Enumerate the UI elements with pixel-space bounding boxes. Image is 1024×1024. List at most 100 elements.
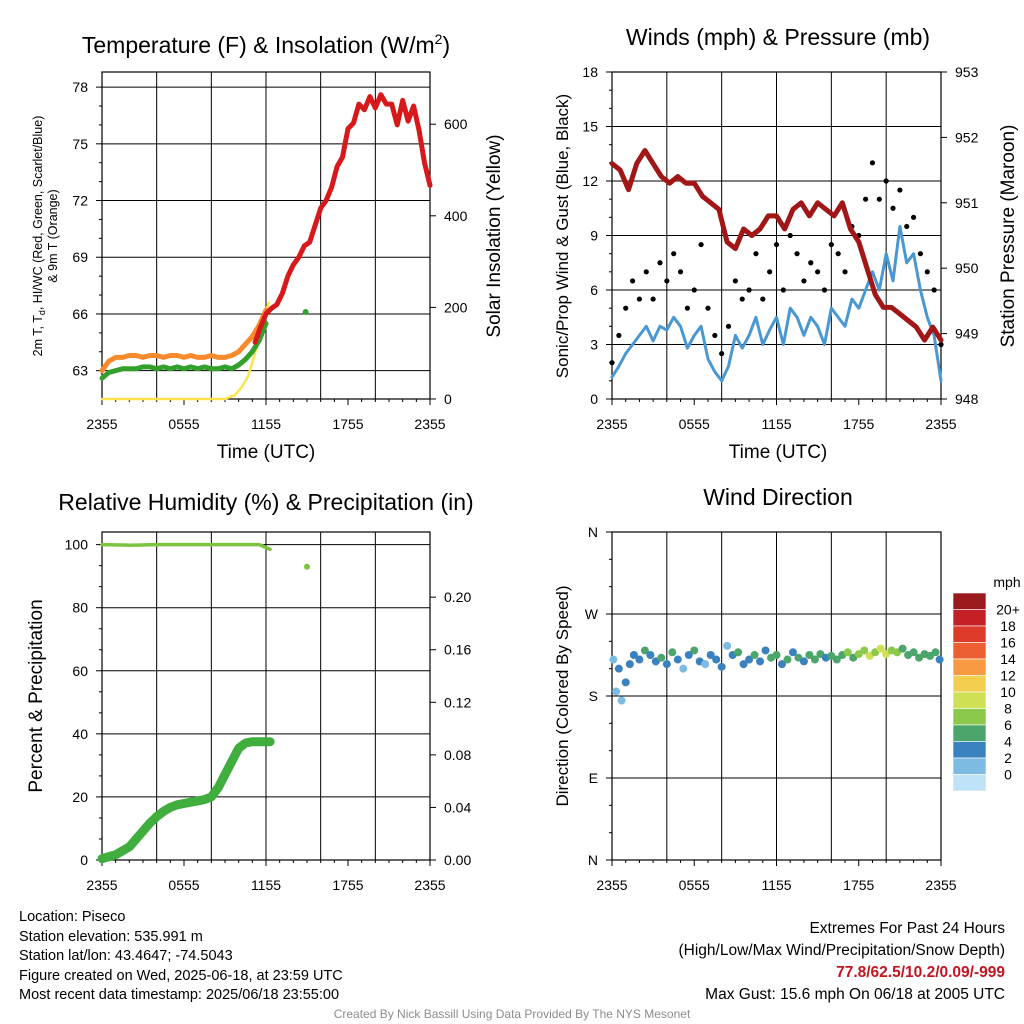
direction-point bbox=[690, 646, 699, 655]
winds-ytick-label: 12 bbox=[582, 173, 598, 189]
humidity-ytick-label: 40 bbox=[72, 726, 88, 742]
winds-xtick-label: 2355 bbox=[925, 416, 956, 432]
direction-point bbox=[684, 651, 693, 659]
winds-point-gust bbox=[705, 305, 711, 311]
direction-point bbox=[931, 648, 940, 657]
recent-text: Most recent data timestamp: 2025/06/18 2… bbox=[19, 987, 340, 1003]
direction-plot-frame bbox=[611, 531, 942, 861]
direction-ytick-label: S bbox=[589, 688, 598, 704]
winds-y2tick-label: 949 bbox=[955, 326, 979, 342]
winds-point-gust bbox=[643, 269, 649, 275]
direction-point bbox=[805, 651, 814, 659]
winds-point-gust bbox=[917, 251, 924, 257]
winds-point-gust bbox=[671, 251, 677, 257]
direction-point bbox=[662, 660, 671, 669]
winds-title: Winds (mph) & Pressure (mb) bbox=[626, 24, 930, 50]
direction-colorbar-swatch bbox=[952, 741, 987, 759]
winds-ytick-label: 18 bbox=[582, 64, 598, 80]
winds-point-gust bbox=[924, 269, 930, 275]
humidity-ytick-label: 100 bbox=[65, 537, 89, 553]
winds-point-gust bbox=[712, 332, 718, 339]
direction-colorbar-label: 2 bbox=[1004, 750, 1012, 766]
humidity-point-rh bbox=[304, 563, 310, 570]
winds-xtick-label: 2355 bbox=[596, 416, 627, 432]
humidity-plot-frame bbox=[101, 531, 431, 861]
winds-point-gust bbox=[629, 278, 636, 284]
winds-point-gust bbox=[821, 287, 828, 293]
extremes-title: Extremes For Past 24 Hours bbox=[809, 920, 1005, 937]
direction-point bbox=[635, 655, 644, 664]
direction-point bbox=[609, 655, 618, 664]
direction-point bbox=[750, 651, 759, 659]
direction-title: Wind Direction bbox=[703, 484, 853, 510]
created-text: Figure created on Wed, 2025-06-18, at 23… bbox=[19, 967, 343, 984]
humidity-y2tick-label: 0.08 bbox=[444, 747, 471, 763]
temperature-xtick-label: 2355 bbox=[414, 416, 445, 432]
winds-y2tick-label: 952 bbox=[955, 129, 979, 145]
winds-point-gust bbox=[650, 296, 656, 302]
direction-point bbox=[783, 655, 792, 664]
direction-xtick-label: 1755 bbox=[843, 877, 874, 893]
direction-point bbox=[614, 664, 623, 673]
direction-colorbar-swatch bbox=[952, 724, 987, 742]
direction-ytick-label: E bbox=[589, 770, 598, 786]
direction-point bbox=[673, 655, 682, 664]
direction-colorbar-label: 10 bbox=[1000, 684, 1016, 700]
direction-point bbox=[739, 660, 748, 669]
direction-xtick-label: 2355 bbox=[925, 877, 956, 893]
direction-point bbox=[745, 655, 754, 664]
winds-ytick-label: 9 bbox=[590, 228, 598, 244]
humidity-xtick-label: 0555 bbox=[168, 877, 199, 893]
winds-point-gust bbox=[767, 269, 773, 275]
humidity-title: Relative Humidity (%) & Precipitation (i… bbox=[58, 489, 473, 515]
winds-point-gust bbox=[842, 269, 848, 275]
direction-point bbox=[657, 653, 666, 662]
winds-ytick-label: 3 bbox=[590, 337, 598, 353]
winds-point-gust bbox=[904, 223, 910, 230]
humidity-y2tick-label: 0.16 bbox=[444, 642, 471, 658]
direction-point bbox=[898, 644, 907, 653]
winds-point-gust bbox=[739, 296, 745, 302]
winds-plot-frame bbox=[611, 71, 942, 400]
direction-ytick-label: N bbox=[588, 524, 598, 540]
winds-point-gust bbox=[883, 178, 889, 184]
temperature-ytick-label: 78 bbox=[72, 79, 88, 95]
temperature-y2tick-label: 0 bbox=[444, 391, 452, 407]
temperature-y2tick-label: 400 bbox=[444, 208, 468, 224]
temperature-ytick-label: 63 bbox=[72, 363, 88, 379]
temperature-xtick-label: 0555 bbox=[168, 416, 199, 432]
direction-colorbar-label: 18 bbox=[1000, 618, 1016, 634]
direction-point bbox=[723, 641, 732, 650]
temperature-xlabel: Time (UTC) bbox=[217, 442, 316, 463]
humidity-y2tick-label: 0.12 bbox=[444, 694, 471, 710]
direction-colorbar-label: 8 bbox=[1004, 701, 1012, 717]
temperature-series-t9m bbox=[99, 307, 269, 374]
winds-point-gust bbox=[684, 305, 690, 311]
winds-point-gust bbox=[616, 332, 622, 339]
direction-ytick-label: N bbox=[588, 852, 598, 868]
direction-colorbar-swatch bbox=[952, 609, 987, 627]
humidity-series-precip bbox=[97, 737, 275, 864]
temperature-y2tick-label: 600 bbox=[444, 116, 468, 132]
winds-y2tick-label: 950 bbox=[955, 260, 979, 276]
temperature-xtick-label: 1755 bbox=[332, 416, 363, 432]
humidity-xtick-label: 2355 bbox=[414, 877, 445, 893]
temperature-ytick-label: 75 bbox=[72, 136, 88, 152]
direction-colorbar-label: 4 bbox=[1004, 734, 1012, 750]
extremes-subtitle: (High/Low/Max Wind/Precipitation/Snow De… bbox=[678, 942, 1006, 959]
temperature-ytick-label: 72 bbox=[72, 193, 88, 209]
winds-point-gust bbox=[869, 160, 876, 166]
location-text: Location: Piseco bbox=[19, 909, 126, 925]
direction-point bbox=[810, 655, 819, 664]
direction-xtick-label: 1155 bbox=[761, 877, 791, 893]
winds-point-gust bbox=[773, 241, 780, 248]
temperature-title: Temperature (F) & Insolation (W/m2) bbox=[82, 31, 450, 58]
direction-colorbar-label: 6 bbox=[1004, 717, 1012, 733]
elevation-text: Station elevation: 535.991 m bbox=[19, 928, 203, 945]
winds-point-gust bbox=[623, 305, 629, 311]
direction-colorbar-label: 14 bbox=[1000, 651, 1016, 667]
footer-credit: Created By Nick Bassill Using Data Provi… bbox=[333, 1007, 691, 1021]
winds-point-gust bbox=[828, 241, 834, 248]
direction-point bbox=[621, 678, 630, 687]
